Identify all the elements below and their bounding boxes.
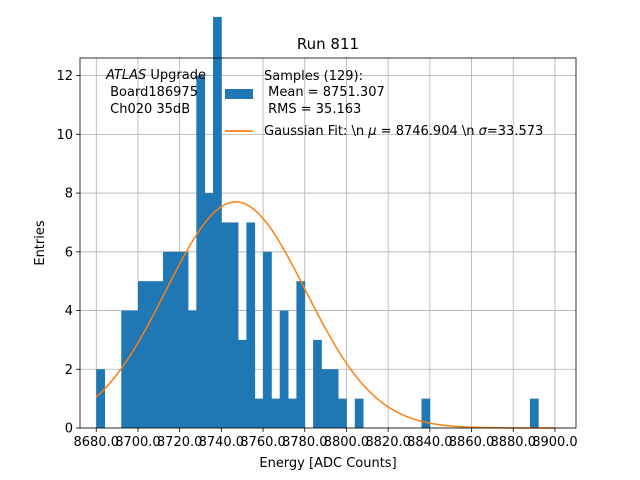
histogram-bar (229, 222, 239, 428)
x-tick-label: 8700.0 (115, 435, 161, 450)
gaussian-fit-curve (95, 201, 555, 429)
y-tick-label: 10 (56, 128, 73, 143)
histogram-bar (162, 251, 172, 428)
legend-samples-line-3: RMS = 35.163 (264, 102, 361, 117)
chart-title: Run 811 (297, 35, 359, 53)
x-axis-ticks: 8680.08700.08720.08740.08760.08780.08800… (74, 428, 578, 450)
x-tick-label: 8680.0 (74, 435, 120, 450)
y-axis-ticks: 0 2 4 6 8 10 12 (56, 69, 80, 437)
histogram-bar (146, 281, 156, 428)
y-tick-label: 8 (65, 187, 73, 202)
annotation-line-3: Ch020 35dB (106, 102, 190, 117)
y-tick-label: 0 (65, 422, 73, 437)
x-tick-label: 8800.0 (324, 435, 370, 450)
histogram-bar (354, 398, 364, 428)
y-tick-label: 4 (65, 304, 73, 319)
x-tick-label: 8900.0 (532, 435, 578, 450)
histogram-bar (187, 310, 197, 428)
histogram-bar (221, 222, 231, 428)
histogram-bar (121, 310, 131, 428)
histogram-bar (213, 16, 222, 429)
x-tick-label: 8820.0 (365, 435, 411, 450)
annotation-line-2: Board186975 (106, 85, 198, 100)
histogram-bar (196, 75, 206, 428)
histogram-bar (96, 369, 106, 428)
histogram-bar (171, 251, 181, 428)
histogram-bar (271, 398, 281, 428)
histogram-bar (329, 369, 339, 428)
x-tick-label: 8880.0 (490, 435, 536, 450)
histogram-bar (263, 251, 272, 428)
x-tick-label: 8740.0 (199, 435, 245, 450)
y-tick-label: 2 (65, 363, 73, 378)
histogram-bar (238, 339, 247, 428)
x-axis-label: Energy [ADC Counts] (259, 456, 396, 471)
legend: Samples (129): Mean = 8751.307 RMS = 35.… (225, 69, 543, 139)
x-tick-label: 8720.0 (157, 435, 203, 450)
histogram-bar (137, 281, 147, 428)
histogram-bar (313, 339, 322, 428)
histogram-bar (421, 398, 431, 428)
histogram-bar (529, 398, 539, 428)
histogram-bar (204, 193, 214, 428)
histogram-bar (254, 398, 264, 428)
annotation-line-1: ATLAS Upgrade (105, 68, 206, 83)
x-tick-label: 8840.0 (407, 435, 453, 450)
x-tick-label: 8760.0 (240, 435, 286, 450)
histogram-bars (96, 16, 539, 429)
histogram-bar (321, 369, 331, 428)
histogram-bar (246, 222, 256, 428)
histogram-bar (129, 310, 139, 428)
y-tick-label: 12 (56, 69, 73, 84)
histogram-bar (338, 398, 347, 428)
histogram-bar (296, 281, 306, 428)
x-tick-label: 8860.0 (449, 435, 495, 450)
legend-samples-line-1: Samples (129): (264, 69, 363, 84)
y-tick-label: 6 (65, 245, 73, 260)
atlas-annotation: ATLAS Upgrade Board186975 Ch020 35dB (105, 68, 206, 117)
histogram-bar (288, 398, 297, 428)
y-axis-label: Entries (33, 220, 48, 266)
legend-samples-line-2: Mean = 8751.307 (264, 85, 385, 100)
histogram-bar (154, 281, 164, 428)
axes-frame (79, 57, 577, 429)
x-tick-label: 8780.0 (282, 435, 328, 450)
histogram-bar (279, 310, 289, 428)
histogram-bar (179, 251, 189, 428)
legend-samples-swatch (225, 89, 253, 99)
legend-fit-label: Gaussian Fit: \n μ = 8746.904 \n σ=33.57… (264, 124, 543, 139)
